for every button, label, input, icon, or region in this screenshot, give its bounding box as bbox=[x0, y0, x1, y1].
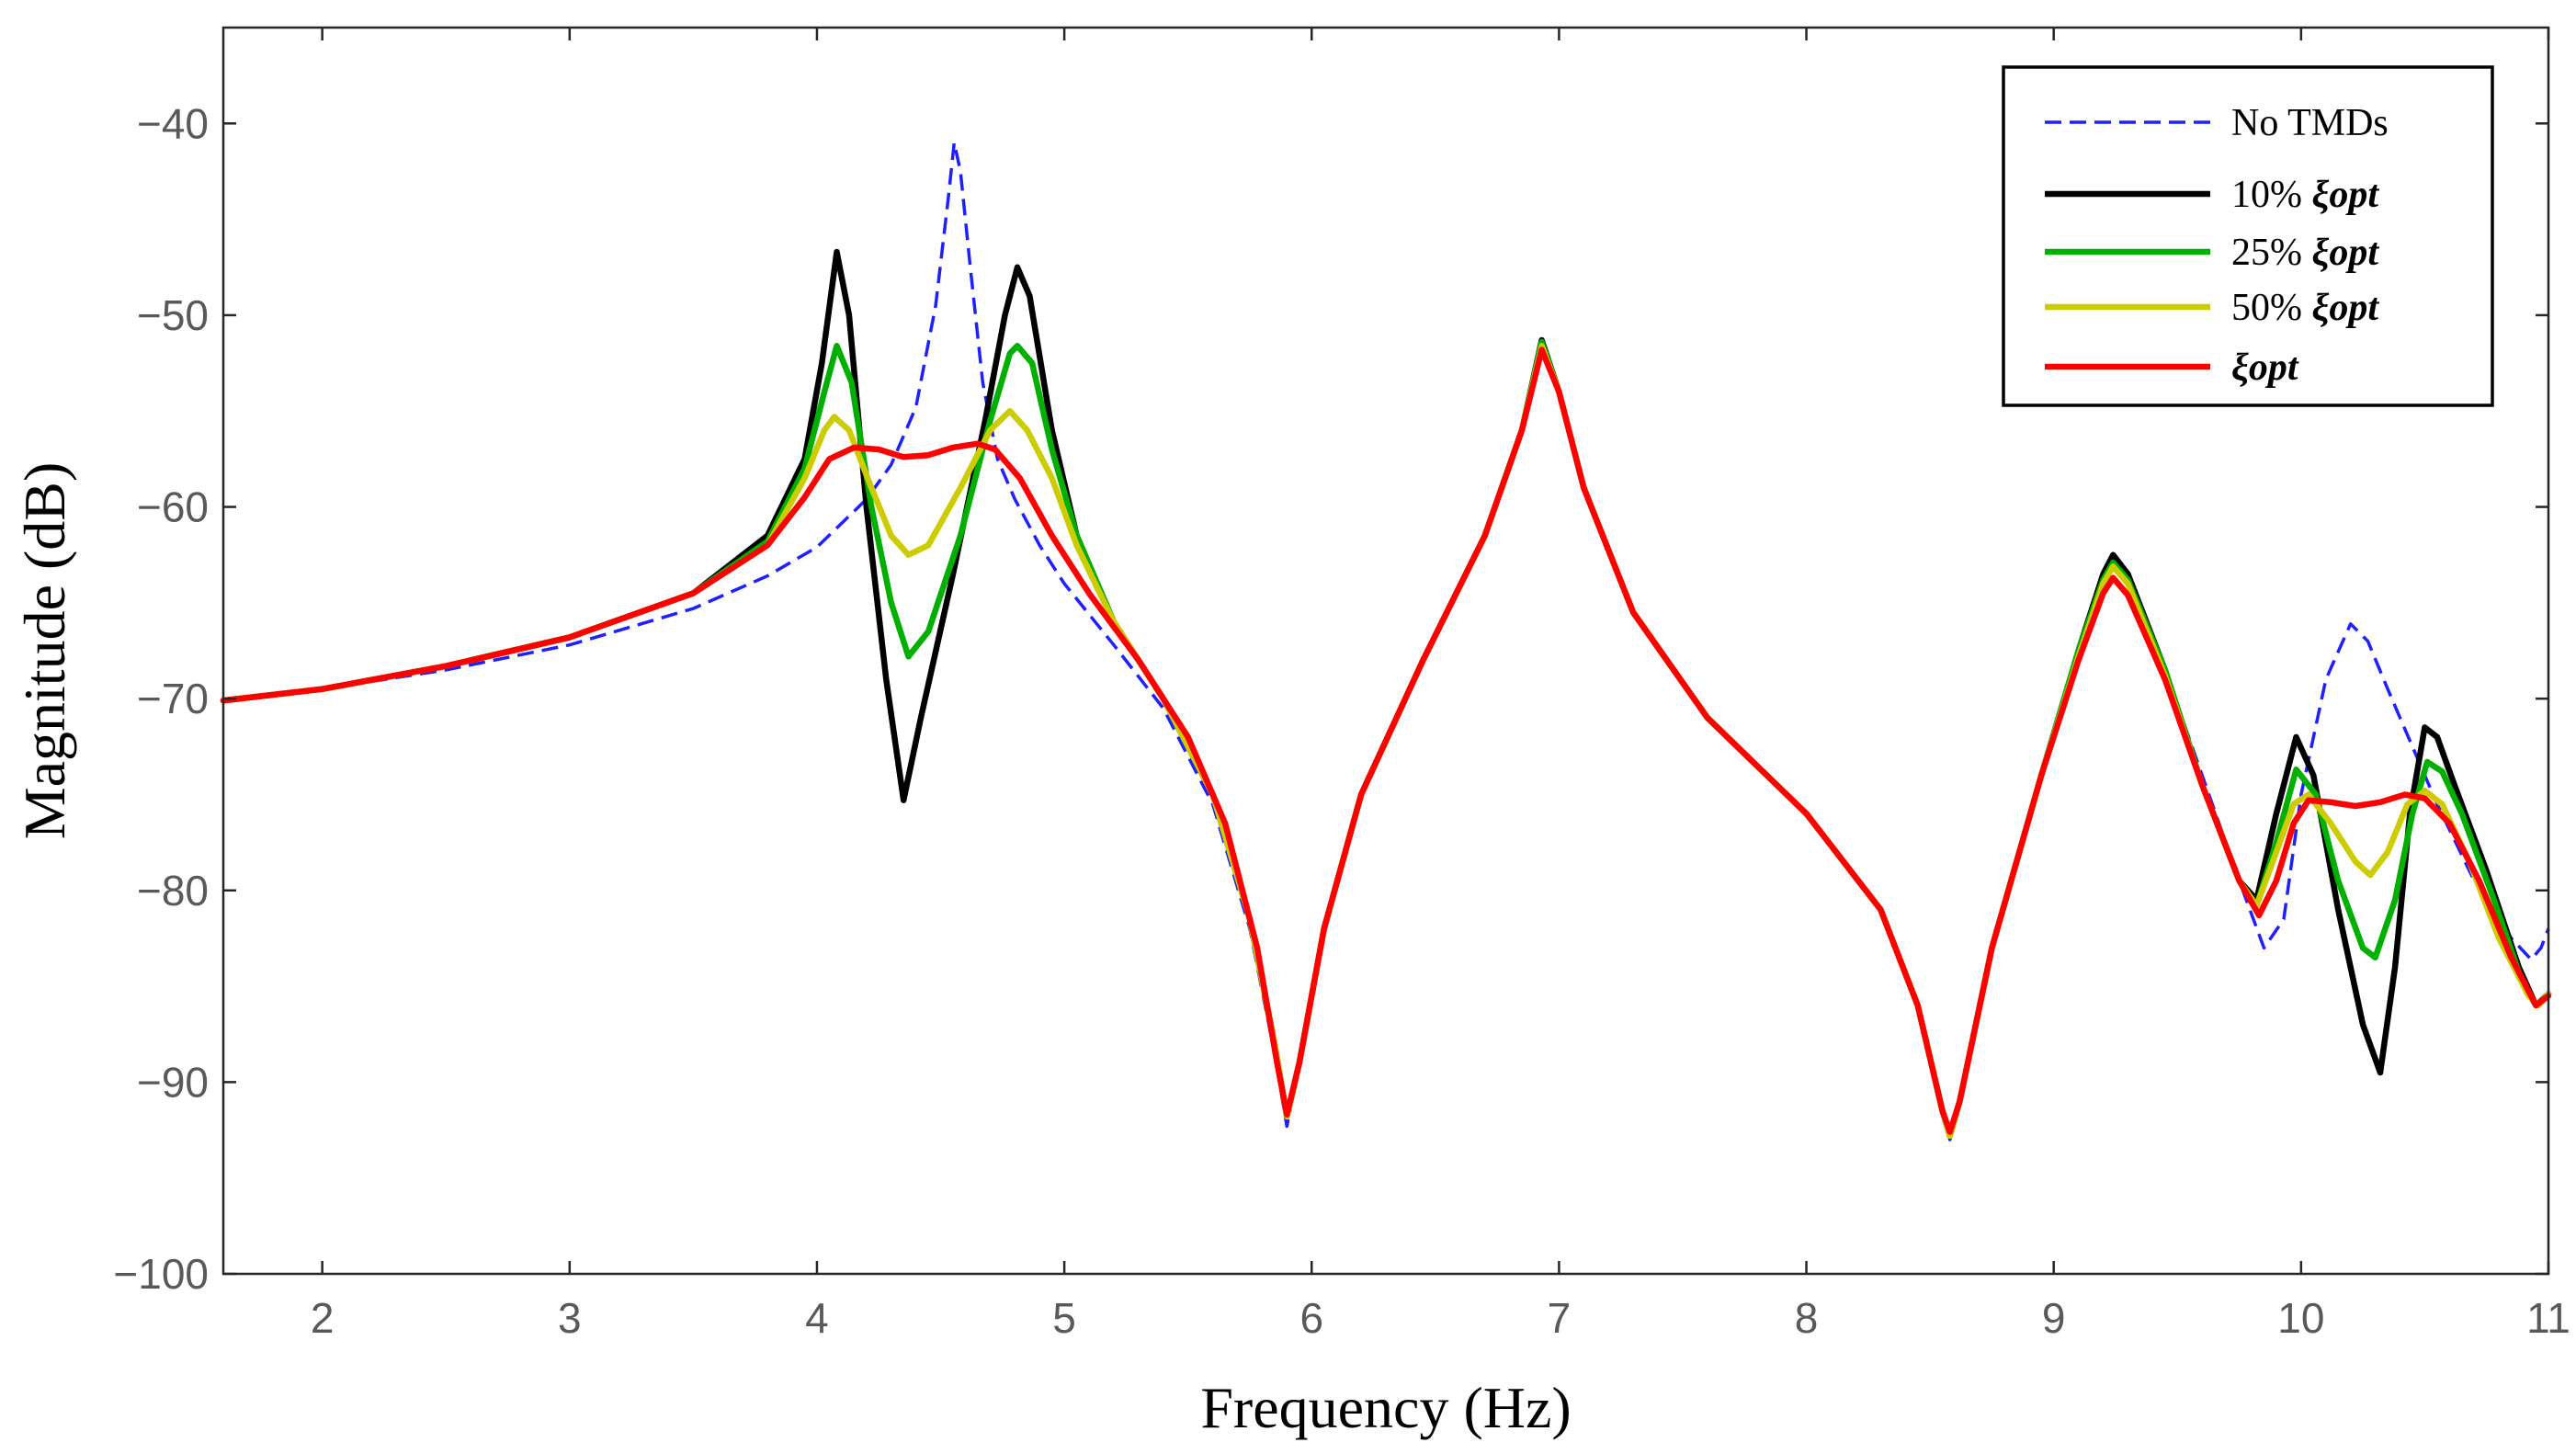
legend-label-prefix: 10% bbox=[2231, 174, 2312, 216]
tick-layer: 2 3 4 5 6 7 8 9 10 11 −100 −90 −80 −70 −60 −50 −40 bbox=[113, 28, 2570, 1342]
series-line-4 bbox=[220, 346, 2552, 1135]
legend-label-2: 25% ξopt bbox=[2231, 232, 2379, 274]
legend-label-4: ξopt bbox=[2231, 346, 2299, 389]
y-tick-label: −90 bbox=[137, 1058, 209, 1106]
plot-frame bbox=[221, 26, 2550, 1276]
y-tick-label: −100 bbox=[113, 1250, 209, 1298]
legend-label-prefix: No TMDs bbox=[2231, 102, 2389, 144]
x-tick-label: 11 bbox=[2526, 1294, 2570, 1342]
x-tick-label: 8 bbox=[1795, 1294, 1819, 1342]
x-tick-label: 6 bbox=[1299, 1294, 1323, 1342]
x-tick-label: 4 bbox=[805, 1294, 829, 1342]
legend-label-prefix: 50% bbox=[2231, 287, 2312, 329]
legend-label-1: 10% ξopt bbox=[2231, 174, 2379, 216]
x-tick-label: 2 bbox=[311, 1294, 335, 1342]
x-axis-title: Frequency (Hz) bbox=[1200, 1375, 1571, 1440]
legend-label-0: No TMDs bbox=[2231, 102, 2389, 144]
y-tick-label: −40 bbox=[137, 99, 209, 147]
legend-label-prefix: 25% bbox=[2231, 232, 2312, 274]
series-line-0 bbox=[222, 141, 2550, 1142]
x-tick-label: 7 bbox=[1548, 1294, 1572, 1342]
legend-label-symbol: ξopt bbox=[2312, 174, 2380, 216]
x-tick-label: 3 bbox=[558, 1294, 582, 1342]
y-axis-title: Magnitude (dB) bbox=[12, 462, 77, 840]
x-tick-label: 10 bbox=[2277, 1294, 2324, 1342]
legend-label-symbol: ξopt bbox=[2312, 232, 2380, 274]
y-tick-label: −70 bbox=[137, 675, 209, 722]
legend-label-symbol: ξopt bbox=[2231, 346, 2299, 389]
legend-label-symbol: ξopt bbox=[2312, 287, 2380, 329]
y-tick-label: −50 bbox=[137, 291, 209, 339]
y-tick-label: −80 bbox=[137, 867, 209, 914]
x-tick-label: 5 bbox=[1052, 1294, 1076, 1342]
y-tick-label: −60 bbox=[137, 483, 209, 531]
legend-label-3: 50% ξopt bbox=[2231, 287, 2379, 329]
x-tick-label: 9 bbox=[2042, 1294, 2066, 1342]
series-layer bbox=[220, 141, 2552, 1142]
